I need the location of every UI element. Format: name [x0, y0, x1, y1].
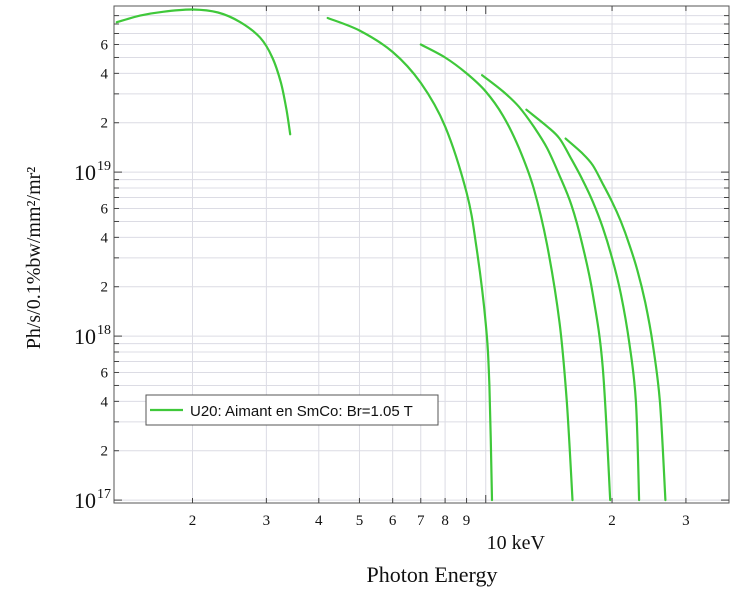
- y-tick-label: 6: [101, 37, 109, 53]
- y-decade-exponent: 18: [97, 323, 111, 338]
- x-tick-label: 7: [417, 513, 425, 529]
- x-tick-label: 3: [682, 513, 690, 529]
- x-tick-label: 5: [356, 513, 364, 529]
- plot-frame: [113, 5, 730, 504]
- series-line: [481, 74, 612, 502]
- x-tick-label: 9: [463, 513, 471, 529]
- x-tick-label: 2: [189, 513, 197, 529]
- y-tick-label: 4: [101, 66, 109, 82]
- series-line: [419, 43, 574, 502]
- x-tick-label: 2: [608, 513, 616, 529]
- series-line: [564, 137, 667, 502]
- y-tick-label: 6: [101, 201, 109, 217]
- y-tick-label: 4: [101, 394, 109, 410]
- series-lines: [115, 8, 667, 502]
- x-tick-label: 6: [389, 513, 397, 529]
- y-decade-label: 10: [74, 488, 96, 513]
- y-axis-title: Ph/s/0.1%bw/mm²/mr²: [23, 167, 45, 350]
- y-tick-label: 6: [101, 365, 109, 381]
- x-decade-label: 10 keV: [487, 532, 546, 554]
- y-tick-label: 2: [101, 444, 109, 460]
- y-decade-exponent: 19: [97, 159, 111, 174]
- y-tick-label: 2: [101, 280, 109, 296]
- y-decade-label: 10: [74, 160, 96, 185]
- legend: U20: Aimant en SmCo: Br=1.05 T: [145, 394, 439, 426]
- legend-box: [145, 394, 439, 426]
- x-tick-label: 4: [315, 513, 323, 529]
- x-tick-label: 3: [263, 513, 271, 529]
- series-line: [525, 108, 641, 502]
- legend-label: U20: Aimant en SmCo: Br=1.05 T: [190, 403, 413, 420]
- y-tick-label: 2: [101, 116, 109, 132]
- y-decade-label: 10: [74, 324, 96, 349]
- x-tick-label: 8: [441, 513, 449, 529]
- x-axis-title: Photon Energy: [367, 562, 498, 587]
- y-decade-exponent: 17: [97, 487, 111, 502]
- series-line: [326, 16, 494, 502]
- y-tick-label: 4: [101, 230, 109, 246]
- series-line: [115, 8, 292, 136]
